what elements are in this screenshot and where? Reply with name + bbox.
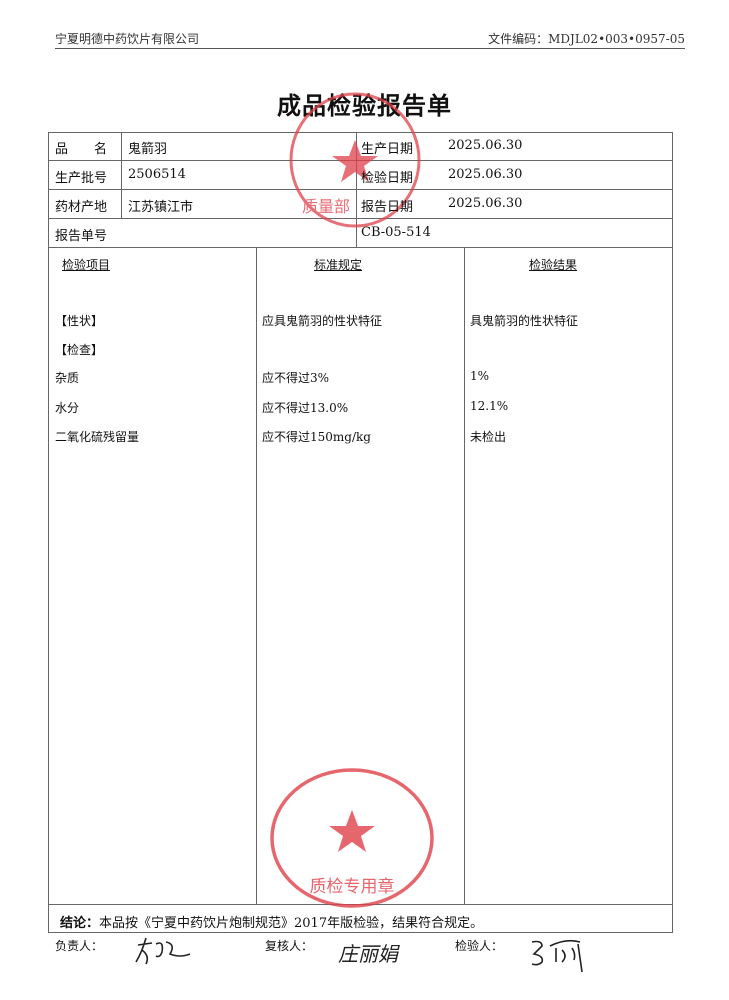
column-divider (121, 132, 122, 218)
row-divider (48, 189, 673, 190)
column-header-result: 检验结果 (529, 258, 578, 272)
row-standard: 应不得过3% (262, 371, 330, 385)
row-item: 【检查】 (55, 343, 104, 357)
conclusion-label: 结论： (60, 916, 100, 931)
column-divider (464, 247, 465, 904)
origin-label: 药材产地 (55, 200, 108, 215)
report-no-label: 报告单号 (55, 229, 108, 244)
row-item: 【性状】 (55, 314, 104, 328)
row-result: 12.1% (470, 399, 509, 413)
row-result: 1% (470, 369, 490, 383)
signature-responsible (135, 937, 191, 965)
insp-date-label: 检验日期 (361, 171, 414, 186)
prod-date-label: 生产日期 (361, 142, 414, 157)
doc-code: 文件编码：MDJL02•003•0957-05 (488, 32, 685, 46)
batch-value: 2506514 (128, 167, 186, 182)
row-standard: 应不得过150mg/kg (262, 430, 371, 444)
batch-label: 生产批号 (55, 171, 108, 186)
row-divider (48, 160, 673, 161)
row-divider (48, 247, 673, 248)
report-date-label: 报告日期 (361, 200, 414, 215)
row-item: 水分 (55, 401, 80, 415)
report-no-value: CB-05-514 (361, 225, 431, 240)
origin-value: 江苏镇江市 (128, 200, 194, 215)
header-divider (55, 48, 685, 49)
conclusion: 结论：本品按《宁夏中药饮片炮制规范》2017年版检验，结果符合规定。 (60, 912, 483, 931)
responsible-label: 负责人： (55, 939, 104, 953)
column-divider (256, 247, 257, 904)
reviewer-label: 复核人： (265, 939, 314, 953)
report-date-value: 2025.06.30 (448, 196, 523, 211)
column-header-standard: 标准规定 (314, 258, 363, 272)
row-result: 具鬼箭羽的性状特征 (470, 314, 579, 328)
row-item: 二氧化硫残留量 (55, 430, 140, 444)
row-divider (48, 218, 673, 219)
row-result: 未检出 (470, 430, 507, 444)
row-standard: 应具鬼箭羽的性状特征 (262, 314, 383, 328)
inspector-label: 检验人： (455, 939, 504, 953)
reviewer-signature: 庄丽娟 (338, 942, 398, 966)
conclusion-text: 本品按《宁夏中药饮片炮制规范》2017年版检验，结果符合规定。 (99, 916, 484, 931)
name-value: 鬼箭羽 (128, 142, 168, 157)
column-divider (356, 132, 357, 247)
page-title: 成品检验报告单 (277, 91, 452, 120)
row-divider (48, 904, 673, 905)
row-item: 杂质 (55, 371, 80, 385)
insp-date-value: 2025.06.30 (448, 167, 523, 182)
row-standard: 应不得过13.0% (262, 401, 349, 415)
prod-date-value: 2025.06.30 (448, 138, 523, 153)
column-header-item: 检验项目 (62, 258, 111, 272)
signature-inspector (531, 939, 583, 973)
name-label: 品 名 (55, 142, 108, 157)
report-table (48, 132, 673, 933)
company-name: 宁夏明德中药饮片有限公司 (55, 32, 200, 46)
